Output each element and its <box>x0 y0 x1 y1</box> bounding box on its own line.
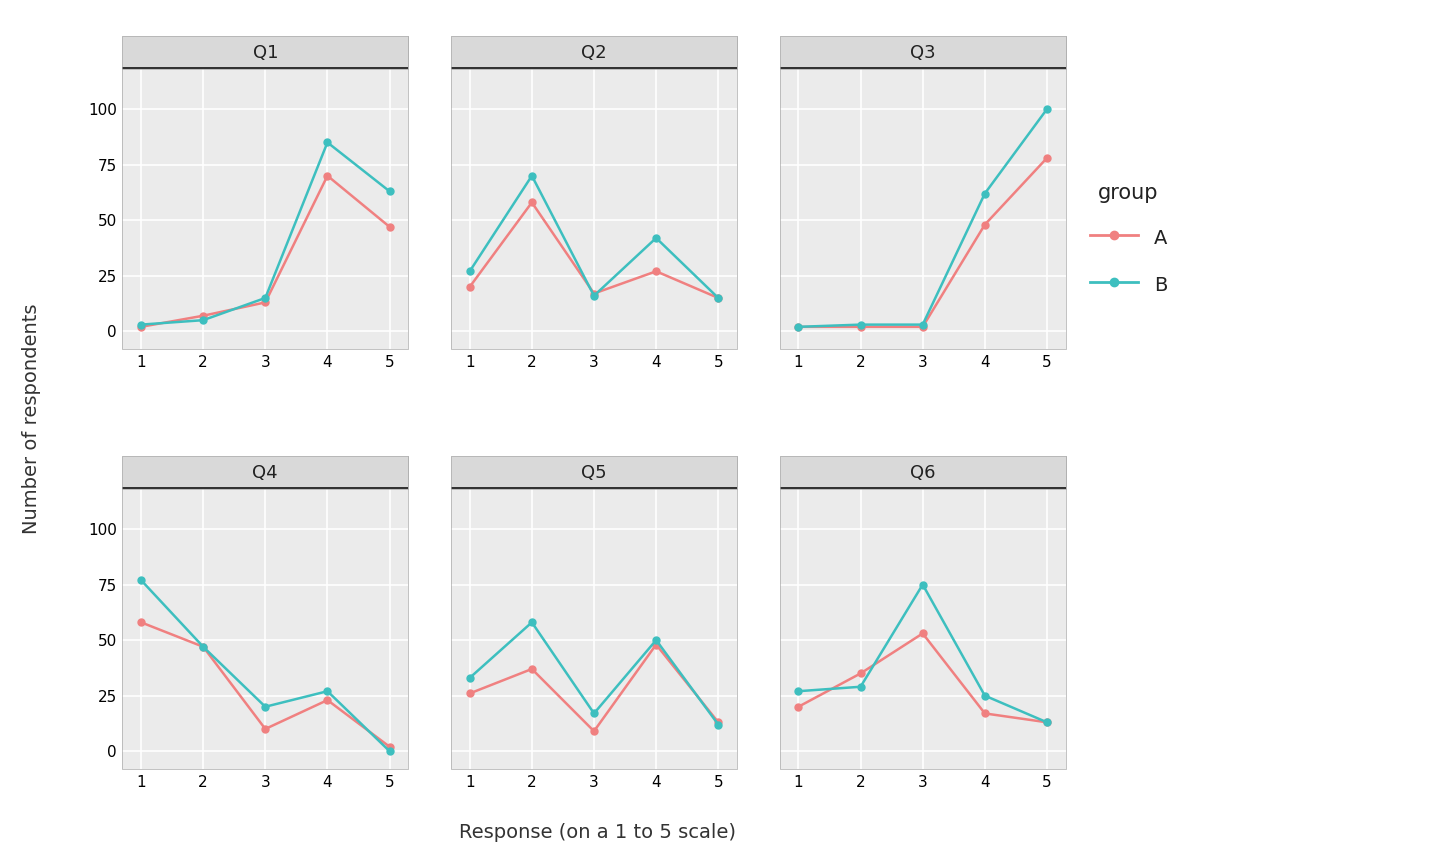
Text: Q3: Q3 <box>910 44 936 61</box>
Text: Q6: Q6 <box>910 464 936 481</box>
Text: Q1: Q1 <box>252 44 278 61</box>
Text: Q2: Q2 <box>582 44 606 61</box>
Text: Response (on a 1 to 5 scale): Response (on a 1 to 5 scale) <box>459 823 736 842</box>
Text: Q4: Q4 <box>252 464 278 481</box>
Legend: A, B: A, B <box>1090 182 1168 296</box>
Text: Q5: Q5 <box>582 464 606 481</box>
Text: Number of respondents: Number of respondents <box>22 304 40 534</box>
